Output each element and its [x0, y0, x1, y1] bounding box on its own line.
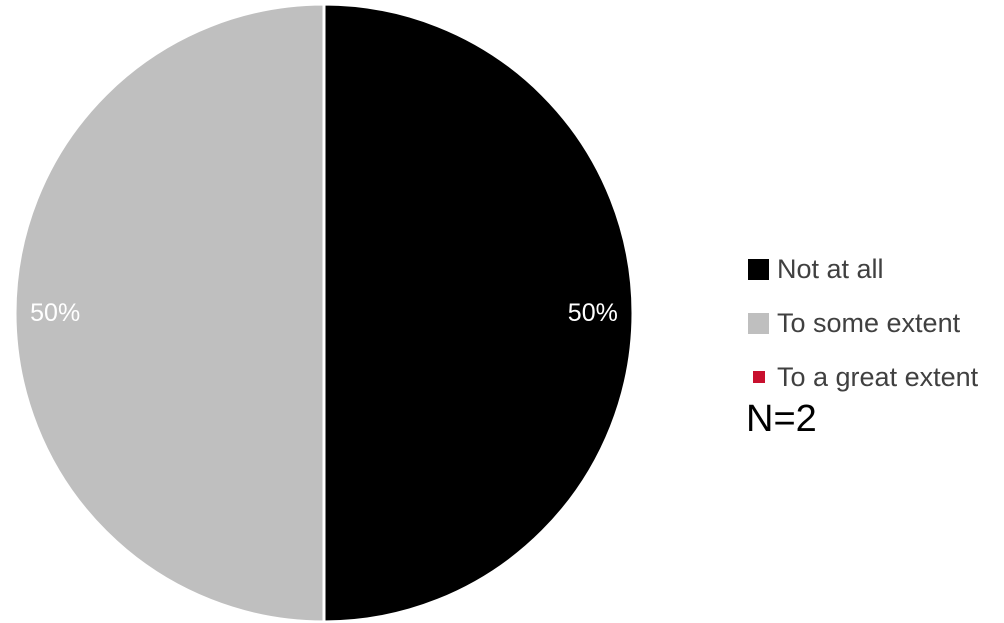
legend-label: To a great extent — [777, 361, 979, 392]
legend-item-to-a-great-extent: To a great extent — [748, 350, 1004, 404]
legend-item-to-some-extent: To some extent — [748, 296, 1004, 350]
legend: Not at all To some extent To a great ext… — [748, 242, 1004, 404]
legend-label: Not at all — [777, 253, 884, 284]
legend-label: To some extent — [777, 307, 961, 338]
pie-data-labels: 50% 50% — [30, 299, 618, 327]
data-label-to-some-extent: 50% — [30, 299, 80, 327]
legend-swatch-to-some-extent — [748, 312, 769, 334]
legend-swatch-to-a-great-extent — [753, 371, 765, 383]
sample-size-annotation: N=2 — [746, 398, 817, 440]
data-label-not-at-all: 50% — [568, 299, 618, 327]
legend-item-not-at-all: Not at all — [748, 242, 1004, 296]
pie-slice-to-some-extent — [13, 2, 326, 623]
pie-slice-not-at-all — [322, 2, 635, 623]
legend-swatch-not-at-all — [748, 258, 769, 280]
pie-slices — [13, 2, 635, 623]
